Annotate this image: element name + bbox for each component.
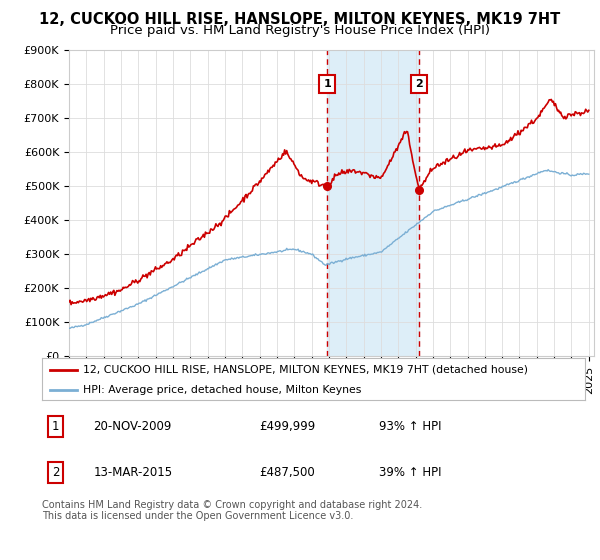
Text: 12, CUCKOO HILL RISE, HANSLOPE, MILTON KEYNES, MK19 7HT (detached house): 12, CUCKOO HILL RISE, HANSLOPE, MILTON K… <box>83 365 528 375</box>
Text: 93% ↑ HPI: 93% ↑ HPI <box>379 420 441 433</box>
Text: 2: 2 <box>52 466 59 479</box>
Text: 20-NOV-2009: 20-NOV-2009 <box>94 420 172 433</box>
Text: 12, CUCKOO HILL RISE, HANSLOPE, MILTON KEYNES, MK19 7HT: 12, CUCKOO HILL RISE, HANSLOPE, MILTON K… <box>40 12 560 27</box>
Text: Price paid vs. HM Land Registry's House Price Index (HPI): Price paid vs. HM Land Registry's House … <box>110 24 490 36</box>
Text: 1: 1 <box>323 80 331 89</box>
Text: 13-MAR-2015: 13-MAR-2015 <box>94 466 173 479</box>
Text: 39% ↑ HPI: 39% ↑ HPI <box>379 466 441 479</box>
Bar <box>327 50 419 356</box>
Text: 2: 2 <box>415 80 423 89</box>
Text: Contains HM Land Registry data © Crown copyright and database right 2024.
This d: Contains HM Land Registry data © Crown c… <box>42 500 422 521</box>
Text: HPI: Average price, detached house, Milton Keynes: HPI: Average price, detached house, Milt… <box>83 385 361 395</box>
Text: 1: 1 <box>52 420 59 433</box>
Text: £487,500: £487,500 <box>259 466 315 479</box>
Text: £499,999: £499,999 <box>259 420 316 433</box>
